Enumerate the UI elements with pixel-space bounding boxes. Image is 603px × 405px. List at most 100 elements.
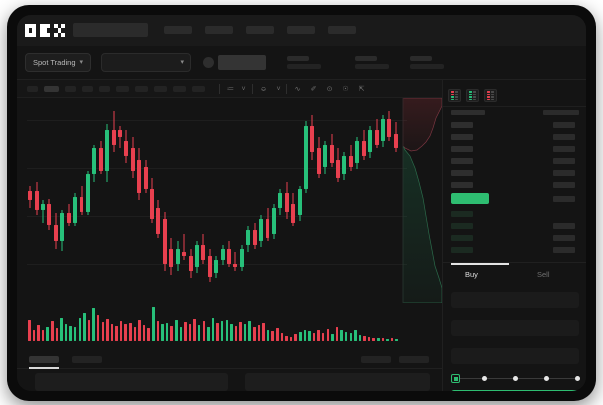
- orders-tab-1[interactable]: [72, 356, 102, 363]
- logo-pixel: [54, 32, 58, 37]
- orderbook-ask-row[interactable]: [451, 182, 473, 188]
- nav-item-1[interactable]: [205, 26, 233, 34]
- candle-wick: [42, 200, 44, 223]
- volume-bar: [340, 330, 343, 341]
- volume-bar: [64, 324, 68, 341]
- orderbook-ask-row[interactable]: [451, 170, 473, 176]
- amount-slider-handle[interactable]: [451, 374, 460, 383]
- orderbook-bid-row[interactable]: [451, 247, 473, 253]
- orders-tab-0[interactable]: [29, 356, 59, 363]
- timeframe-button-1[interactable]: [44, 86, 59, 92]
- candle: [291, 102, 296, 297]
- volume-bar: [207, 326, 210, 341]
- candle: [323, 102, 328, 297]
- volume-bar: [78, 317, 82, 341]
- orderbook-ask-row[interactable]: [451, 134, 473, 140]
- chart-toolbar: ≔ ˅ ⎉ ˅ ∿ ✐ ⊙ ☉ ⇱: [17, 80, 442, 98]
- timeframe-button-9[interactable]: [192, 86, 205, 92]
- timeframe-button-8[interactable]: [173, 86, 186, 92]
- slider-stop-25[interactable]: [481, 376, 487, 381]
- candle: [393, 102, 398, 297]
- slider-stop-50[interactable]: [512, 376, 518, 381]
- volume-bar: [271, 331, 274, 341]
- submit-buy-button[interactable]: [451, 390, 579, 391]
- chevron-down-icon[interactable]: ˅: [276, 86, 281, 93]
- fullscreen-icon[interactable]: ⇱: [358, 86, 365, 93]
- orderbook-ask-row[interactable]: [451, 122, 473, 128]
- volume-bar: [358, 334, 362, 341]
- candle-body: [53, 224, 58, 242]
- nav-item-0[interactable]: [164, 26, 192, 34]
- timeframe-button-7[interactable]: [154, 86, 167, 92]
- candle-body: [137, 159, 142, 193]
- volume-bar: [285, 335, 288, 341]
- price-field[interactable]: [451, 292, 579, 308]
- timeframe-button-5[interactable]: [116, 86, 129, 92]
- timeframe-button-6[interactable]: [135, 86, 148, 92]
- candle-body: [201, 245, 206, 260]
- candle-body: [284, 193, 289, 212]
- timeframe-button-4[interactable]: [99, 86, 110, 92]
- slider-stop-100[interactable]: [574, 376, 580, 381]
- orders-action-0[interactable]: [361, 356, 391, 363]
- order-book-panel: Buy Sell: [442, 80, 586, 391]
- orderbook-ask-amount: [553, 146, 575, 152]
- sell-tab[interactable]: Sell: [537, 270, 550, 279]
- orderbook-ask-row[interactable]: [451, 146, 473, 152]
- pencil-icon[interactable]: ✐: [310, 86, 317, 93]
- nav-item-3[interactable]: [287, 26, 315, 34]
- orderbook-mode-asks[interactable]: [484, 89, 497, 102]
- volume-bar: [321, 332, 325, 341]
- volume-bar: [266, 329, 270, 341]
- orders-panel-1: [245, 373, 430, 391]
- timeframe-button-3[interactable]: [82, 86, 93, 92]
- volume-bar: [367, 337, 371, 341]
- mode-bar: [473, 98, 476, 100]
- camera-icon[interactable]: ⊙: [326, 86, 333, 93]
- volume-bar: [262, 322, 265, 341]
- orderbook-bid-amount: [553, 247, 575, 253]
- candle-body: [60, 213, 65, 242]
- market-type-dropdown[interactable]: Spot Trading ▾: [25, 53, 92, 72]
- nav-item-4[interactable]: [328, 26, 356, 34]
- volume-bar: [298, 331, 302, 341]
- candle-body: [368, 129, 373, 153]
- orderbook-bid-row[interactable]: [451, 223, 473, 229]
- trading-pair-select[interactable]: ▾: [101, 53, 191, 72]
- chart-type-icon[interactable]: ⎉: [260, 86, 267, 93]
- slider-stop-75[interactable]: [543, 376, 549, 381]
- candle-body: [182, 252, 187, 257]
- settings-icon[interactable]: ☉: [342, 86, 349, 93]
- orderbook-bid-row[interactable]: [451, 235, 473, 241]
- orderbook-bid-row[interactable]: [451, 211, 473, 217]
- total-field[interactable]: [451, 348, 579, 364]
- logo-pixel: [61, 32, 65, 37]
- orderbook-mode-both[interactable]: [448, 89, 461, 102]
- indicators-icon[interactable]: ≔: [227, 86, 234, 93]
- depth-svg: [402, 98, 442, 303]
- volume-bar: [253, 326, 256, 341]
- amount-field[interactable]: [451, 320, 579, 336]
- timeframe-button-2[interactable]: [65, 86, 76, 92]
- buy-tab[interactable]: Buy: [465, 270, 478, 279]
- okx-logo[interactable]: [25, 24, 65, 37]
- app-screen: Spot Trading ▾ ▾ ≔ ˅ ⎉ ˅ ∿ ✐ ⊙ ☉ ⇱: [17, 15, 586, 391]
- volume-bar: [303, 329, 307, 341]
- timeframe-button-0[interactable]: [27, 86, 38, 92]
- candle: [374, 102, 379, 297]
- line-style-icon[interactable]: ∿: [294, 86, 301, 93]
- volume-bar: [390, 337, 394, 341]
- nav-item-2[interactable]: [246, 26, 274, 34]
- search-input[interactable]: [73, 23, 148, 37]
- candlestick-chart[interactable]: [17, 98, 442, 303]
- volume-bar: [234, 325, 238, 341]
- orders-action-1[interactable]: [399, 356, 429, 363]
- toolbar-divider: [252, 84, 253, 94]
- volume-bar: [41, 330, 45, 341]
- logo-pixel: [28, 32, 33, 37]
- orderbook-ask-row[interactable]: [451, 158, 473, 164]
- orderbook-mode-bids[interactable]: [466, 89, 479, 102]
- candle-body: [336, 159, 341, 179]
- orderbook-header-price: [451, 110, 485, 115]
- chevron-down-icon[interactable]: ˅: [241, 86, 246, 93]
